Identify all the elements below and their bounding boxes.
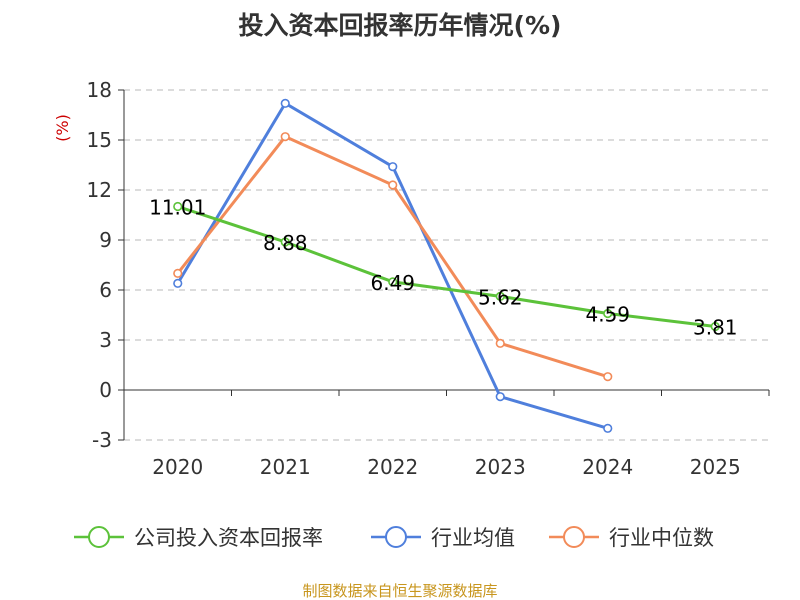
legend-item: 行业中位数 xyxy=(549,526,714,550)
x-tick-label: 2022 xyxy=(367,455,418,479)
y-tick-label: 3 xyxy=(99,328,112,352)
y-tick-label: 9 xyxy=(99,228,112,252)
y-tick-label: 15 xyxy=(87,128,112,152)
data-point xyxy=(280,98,290,108)
data-label: 8.88 xyxy=(263,231,308,255)
data-label: 11.01 xyxy=(149,196,206,220)
series-lines xyxy=(173,98,720,433)
data-point xyxy=(603,423,613,433)
legend: 公司投入资本回报率 行业均值 行业中位数 xyxy=(74,526,714,550)
data-point xyxy=(388,180,398,190)
legend-marker xyxy=(88,526,110,548)
source-note: 制图数据来自恒生聚源数据库 xyxy=(302,582,497,600)
y-tick-label: 12 xyxy=(87,178,112,202)
data-label: 3.81 xyxy=(693,316,738,340)
series-line xyxy=(177,205,716,328)
y-tick-label: -3 xyxy=(92,428,112,452)
x-tick-label: 2021 xyxy=(260,455,311,479)
data-labels: 11.01 8.88 6.49 5.62 4.59 3.81 xyxy=(149,196,737,340)
legend-marker xyxy=(563,526,585,548)
data-point xyxy=(603,372,613,382)
series-line xyxy=(176,101,609,430)
x-tick-label: 2023 xyxy=(475,455,526,479)
data-point xyxy=(173,201,183,212)
data-point xyxy=(388,162,398,172)
y-axis-unit-label: (%) xyxy=(53,114,72,142)
data-point xyxy=(495,291,505,301)
y-tick-label: 6 xyxy=(99,278,112,302)
data-label: 4.59 xyxy=(585,303,630,327)
data-point xyxy=(495,392,505,402)
data-point xyxy=(280,237,290,247)
data-point xyxy=(173,268,183,278)
x-tick-label: 2024 xyxy=(582,455,633,479)
data-point xyxy=(280,132,290,142)
legend-label: 公司投入资本回报率 xyxy=(134,526,323,550)
data-point xyxy=(173,278,183,288)
legend-marker xyxy=(385,526,407,548)
data-point xyxy=(710,321,720,332)
data-point xyxy=(388,277,398,287)
data-point xyxy=(603,308,613,319)
legend-label: 行业中位数 xyxy=(609,526,714,550)
axes: 18 15 12 9 6 3 0 -3 2020 2021 2022 2023 2024 2025 xyxy=(87,78,770,479)
data-label: 5.62 xyxy=(478,285,523,309)
data-point xyxy=(495,338,505,348)
x-tick-label: 2020 xyxy=(152,455,203,479)
legend-label: 行业均值 xyxy=(431,526,515,550)
data-label: 6.49 xyxy=(370,271,415,295)
legend-item: 行业均值 xyxy=(371,526,515,550)
legend-item: 公司投入资本回报率 xyxy=(74,526,323,550)
y-tick-label: 0 xyxy=(99,378,112,402)
y-tick-label: 18 xyxy=(87,78,112,102)
x-tick-label: 2025 xyxy=(690,455,741,479)
chart-title: 投入资本回报率历年情况(%) xyxy=(239,11,562,40)
